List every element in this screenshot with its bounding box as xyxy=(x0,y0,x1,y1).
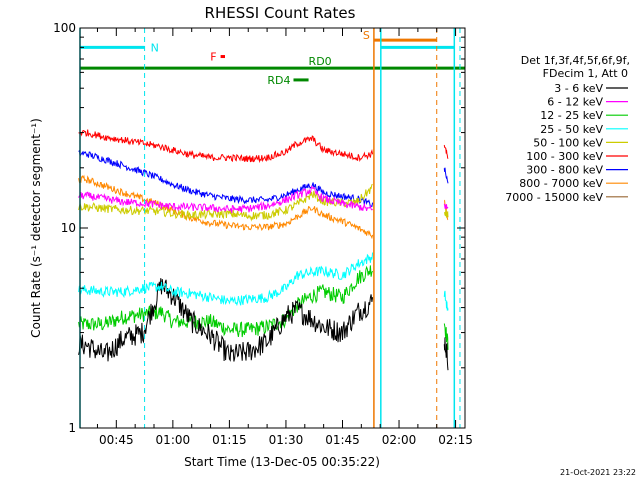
annotation-label: RD4 xyxy=(267,74,290,87)
y-tick-label: 1 xyxy=(68,421,76,435)
x-tick-label: 01:15 xyxy=(212,433,247,447)
series-line xyxy=(78,252,374,307)
annotation-label: F xyxy=(210,51,216,64)
series-line-segment xyxy=(443,290,449,311)
x-tick-label: 02:15 xyxy=(438,433,473,447)
annotation-labels: N F RD0 RD4 S xyxy=(151,29,370,87)
legend-label: 25 - 50 keV xyxy=(540,123,603,136)
series-line-segment xyxy=(443,203,449,210)
series-line xyxy=(78,174,374,240)
legend-label: 7000 - 15000 keV xyxy=(505,191,603,204)
series-line xyxy=(78,149,374,209)
chart-title: RHESSI Count Rates xyxy=(205,4,356,22)
plot-frame xyxy=(79,27,466,429)
y-axis: 1 10 100 xyxy=(53,21,465,435)
x-tick-label: 01:45 xyxy=(325,433,360,447)
generation-timestamp: 21-Oct-2021 23:22 xyxy=(560,468,636,477)
legend-label: 50 - 100 keV xyxy=(533,136,603,149)
series-line-segment xyxy=(443,323,449,350)
series-line xyxy=(78,185,373,214)
series-lines xyxy=(78,129,449,371)
annotation-label: S xyxy=(363,29,370,42)
annotation-label: N xyxy=(151,41,159,54)
series-line xyxy=(78,265,374,338)
y-tick-label: 10 xyxy=(61,221,76,235)
x-tick-label: 00:45 xyxy=(99,433,134,447)
series-line-segment xyxy=(443,337,449,371)
x-tick-label: 02:00 xyxy=(382,433,417,447)
series-line-segment xyxy=(444,209,449,218)
legend-label: 800 - 7000 keV xyxy=(519,177,603,190)
x-axis-title: Start Time (13-Dec-05 00:35:22) xyxy=(184,455,380,469)
series-line xyxy=(78,129,374,164)
x-tick-label: 01:00 xyxy=(156,433,191,447)
legend-label: 3 - 6 keV xyxy=(554,82,603,95)
y-tick-label: 100 xyxy=(53,21,76,35)
series-line-segment xyxy=(443,167,449,184)
series-line-segment xyxy=(443,144,449,159)
legend-label: 6 - 12 keV xyxy=(547,96,603,109)
legend-label: 300 - 800 keV xyxy=(526,164,603,177)
legend: Det 1f,3f,4f,5f,6f,9f, FDecim 1, Att 0 3… xyxy=(505,54,630,204)
legend-label: 100 - 300 keV xyxy=(526,150,603,163)
legend-header-line-2: FDecim 1, Att 0 xyxy=(543,67,628,80)
legend-header-line-1: Det 1f,3f,4f,5f,6f,9f, xyxy=(521,54,630,67)
x-tick-label: 01:30 xyxy=(269,433,304,447)
legend-label: 12 - 25 keV xyxy=(540,109,603,122)
annotation-label: RD0 xyxy=(309,55,332,68)
y-axis-title: Count Rate (s⁻¹ detector segment⁻¹) xyxy=(29,118,43,338)
series-line xyxy=(78,278,374,362)
x-axis: 00:45 01:00 01:15 01:30 01:45 02:00 02:15 xyxy=(96,28,473,447)
